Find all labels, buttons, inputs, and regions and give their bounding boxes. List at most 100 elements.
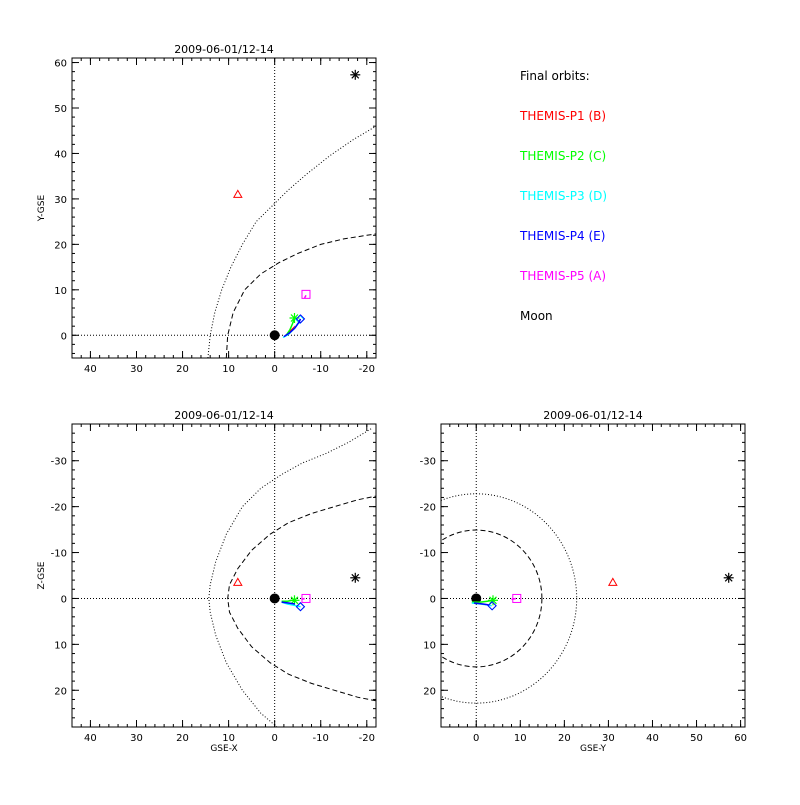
y-tick-label: 20 (54, 240, 67, 251)
x-tick-label: -20 (359, 733, 375, 744)
x-tick-label: 10 (514, 733, 527, 744)
plot-frame (71, 423, 377, 728)
y-tick-label: -20 (420, 503, 436, 514)
x-axis-label: GSE-Y (580, 744, 607, 754)
x-tick-label: 40 (84, 364, 97, 375)
y-tick-label: -10 (420, 549, 436, 560)
plot-frame (71, 57, 377, 359)
minor-ticks (71, 423, 377, 728)
earth-marker (471, 593, 482, 604)
orbit-themis-p5 (303, 294, 307, 299)
marker-moon (723, 572, 734, 583)
legend-entry-themis-p3: THEMIS-P3 (D) (519, 189, 607, 203)
orbit-themis-p4 (283, 318, 302, 338)
y-axis-label: Y-GSE (37, 195, 47, 223)
x-tick-label: 40 (646, 733, 659, 744)
marker-themis-p4 (295, 602, 306, 612)
plot-frame (440, 423, 746, 728)
plot-xz: 40 30 20 10 0 -10 -20 20 10 0 -10 -20 -30 2009-06-01/… (37, 409, 377, 754)
y-tick-label: 40 (54, 149, 67, 160)
x-tick-label: 20 (176, 733, 189, 744)
y-tick-label: 0 (61, 594, 67, 605)
x-tick-label: 10 (222, 364, 235, 375)
marker-themis-p4 (295, 314, 306, 324)
x-tick-label: 20 (176, 364, 189, 375)
orbit-themis-p4 (281, 601, 296, 605)
legend: Final orbits: THEMIS-P1 (B) THEMIS-P2 (C… (519, 69, 607, 323)
y-tick-label: -30 (420, 457, 436, 468)
x-tick-label: 0 (473, 733, 479, 744)
x-tick-label: 50 (690, 733, 703, 744)
y-tick-label: 10 (423, 640, 436, 651)
y-tick-label: 30 (54, 195, 67, 206)
marker-moon-stroke (724, 573, 733, 582)
marker-moon (350, 69, 361, 80)
plot-xy: 40 30 20 10 0 -10 -20 0 10 20 30 40 50 60 2009-06-01/1… (37, 43, 377, 375)
orbit-themis-p5 (511, 597, 517, 601)
legend-title: Final orbits: (520, 69, 590, 83)
bow-shock-curve (441, 493, 578, 704)
marker-themis-p4 (487, 601, 497, 611)
legend-entry-themis-p5: THEMIS-P5 (A) (519, 269, 606, 283)
y-tick-label: 60 (54, 59, 67, 70)
plot-area (72, 424, 376, 727)
marker-themis-p1 (232, 189, 243, 198)
minor-ticks (440, 423, 745, 728)
orbit-themis-p4 (473, 602, 489, 606)
marker-themis-p5 (512, 593, 522, 603)
legend-entry-themis-p4: THEMIS-P4 (E) (519, 229, 605, 243)
x-tick-label: 0 (271, 733, 277, 744)
plot-title: 2009-06-01/12-14 (174, 409, 274, 422)
marker-moon-stroke (351, 70, 360, 79)
y-tick-label: 20 (423, 686, 436, 697)
x-tick-label: 20 (558, 733, 571, 744)
minor-ticks (71, 58, 377, 358)
marker-themis-p2-stroke (290, 596, 299, 605)
y-tick-label: 50 (54, 104, 67, 115)
legend-entry-themis-p1: THEMIS-P1 (B) (519, 109, 606, 123)
x-tick-label: 10 (222, 733, 235, 744)
plot-title: 2009-06-01/12-14 (174, 43, 274, 56)
marker-themis-p1 (232, 577, 243, 586)
y-tick-label: 10 (54, 286, 67, 297)
y-tick-label: 0 (61, 331, 67, 342)
x-tick-label: 60 (734, 733, 747, 744)
earth-marker (269, 330, 280, 341)
magnetopause-curve (441, 529, 543, 668)
y-tick-label: -10 (51, 549, 67, 560)
plot-yz: 0 10 20 30 40 50 60 20 10 0 -10 -20 -30 2009-06-01/12… (420, 409, 747, 754)
y-tick-label: 20 (54, 686, 67, 697)
magnetopause-curve (227, 495, 376, 702)
x-axis-label: GSE-X (210, 744, 237, 754)
plot-title: 2009-06-01/12-14 (543, 409, 643, 422)
x-tick-label: 40 (84, 733, 97, 744)
marker-moon (350, 572, 361, 583)
x-tick-label: -10 (313, 733, 329, 744)
legend-entry-themis-p2: THEMIS-P2 (C) (519, 149, 606, 163)
x-tick-label: -10 (313, 364, 329, 375)
x-tick-label: 30 (602, 733, 615, 744)
plot-area (441, 424, 745, 727)
plot-area (72, 58, 376, 358)
y-tick-label: -20 (51, 503, 67, 514)
magnetopause-curve (225, 233, 376, 358)
y-axis-label: Z-GSE (37, 561, 47, 589)
marker-themis-p5 (301, 289, 311, 299)
marker-themis-p1 (607, 577, 618, 586)
y-tick-label: 10 (54, 640, 67, 651)
marker-themis-p2-stroke (290, 314, 299, 322)
bow-shock-curve (208, 428, 372, 727)
y-tick-label: -30 (51, 457, 67, 468)
orbit-themis-p2 (285, 317, 296, 336)
x-tick-label: 30 (130, 733, 143, 744)
marker-moon-stroke (351, 573, 360, 582)
x-tick-label: 0 (271, 364, 277, 375)
x-tick-label: 30 (130, 364, 143, 375)
earth-marker (269, 593, 280, 604)
marker-themis-p5 (301, 593, 311, 603)
x-tick-label: -20 (359, 364, 375, 375)
legend-entry-moon: Moon (520, 309, 553, 323)
y-tick-label: 0 (430, 594, 436, 605)
